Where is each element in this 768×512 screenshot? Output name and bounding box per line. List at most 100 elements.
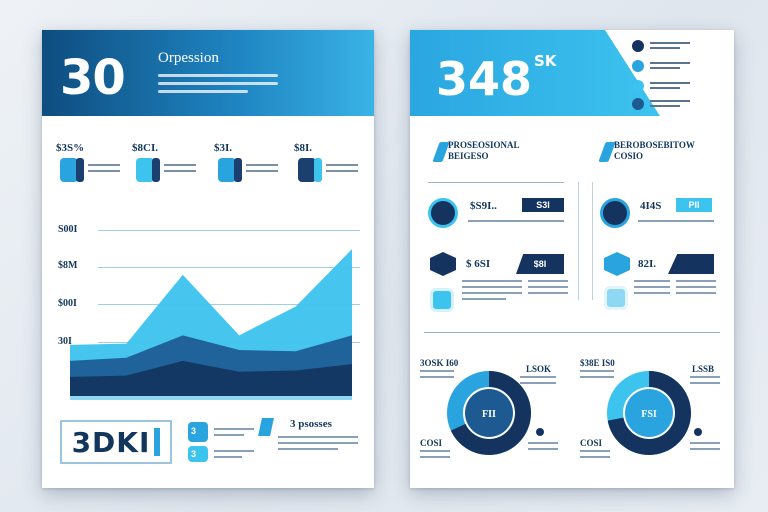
bottom-label: 3 psosses [290,418,332,430]
value-tag: PII [676,198,712,212]
value-tag: $8I [516,254,564,274]
stat-value: $3S% [56,142,85,154]
donut-text-lines [420,450,450,462]
document-icon [430,288,454,312]
right-report-page: 348 SK PROSEOSIONAL BEIGESO BEROBOSEBITOW C… [410,30,734,488]
donut-chart: FSI [607,371,691,455]
cube-icon [430,252,456,276]
y-axis-label: S00I [58,224,78,235]
row-value: 4I4S [640,200,662,212]
tile-icon [188,422,208,442]
bottom-number-text: 3DKI [71,425,151,459]
stat-text-lines [88,164,120,176]
row-value: $ 6SI [466,258,491,270]
tile-label: 3 [191,449,197,459]
donut-text-lines [580,370,614,382]
cube-icon [604,252,630,276]
legend-text [650,62,690,72]
row-text-lines [676,280,716,298]
legend-dot [632,60,644,72]
bottom-highlight-number: 3DKI [60,420,172,464]
tile-text-lines [214,450,254,462]
section-title-line: PROSEOSIONAL [448,140,520,150]
header-number-suffix: SK [534,52,557,70]
legend-item [632,80,722,94]
area-series-3 [70,360,352,396]
bookmark-icon [258,418,274,436]
row-text-lines [638,220,714,226]
donut-slice [607,371,691,455]
stat-text-lines [246,164,278,176]
section-title: PROSEOSIONAL BEIGESO [448,140,520,162]
shield-icon [428,198,458,228]
header-text-lines [158,74,278,98]
donut-title: $38E IS0 [580,358,615,368]
stat-value: $8I. [294,142,313,154]
tile-label: 3 [191,426,197,436]
document-icon [604,286,628,310]
section-title-line: BEIGESO [448,151,489,161]
bar-chart-icon [152,158,160,182]
bar-chart-icon [60,158,78,182]
grid-line [98,304,360,305]
stat-card: $8CI. [132,142,202,182]
section-title-line: COSIO [614,151,644,161]
row-value: 82I. [638,258,657,270]
donut-text-lines [528,442,558,454]
y-axis-label: $00I [58,298,77,309]
donut-text-lines [520,376,556,388]
donut-center [625,389,673,437]
grid-line [98,230,360,231]
y-axis-label: 30I [58,336,72,347]
chart-baseline [70,396,352,400]
donut-bottom-label: COSI [420,438,443,448]
bar-chart-icon [136,158,154,182]
donut-center-label: FSI [641,409,657,420]
stat-text-lines [326,164,358,176]
bottom-text-lines [278,436,358,454]
bar-chart-icon [298,158,316,182]
grid-line [98,267,360,268]
bar-chart-icon [76,158,84,182]
donut-center [465,389,513,437]
donut-center-label: FII [482,409,496,420]
stat-card: $8I. [294,142,364,182]
legend-item [632,40,722,54]
left-report-page: 30 Orpession $3S% $8CI. $3I. $8I. S00I $… [42,30,374,488]
stat-value: $8CI. [132,142,158,154]
shield-icon [600,198,630,228]
donut-chart: FII [447,371,531,455]
divider [424,332,720,333]
divider [592,182,593,300]
section-title: BEROBOSEBITOW COSIO [614,140,695,162]
legend-text [650,42,690,52]
marker-dot [536,428,544,436]
marker-dot [694,428,702,436]
stat-card: $3I. [214,142,284,182]
donut-side-label: LSOK [526,364,552,374]
legend-dot [632,40,644,52]
donut-text-lines [690,442,720,454]
stat-card: $3S% [56,142,126,182]
left-header-banner: 30 Orpession [42,30,374,116]
stat-text-lines [164,164,196,176]
bar-chart-icon [314,158,322,182]
left-header-title: Orpession [158,50,219,66]
divider [578,182,579,300]
legend-dot [632,98,644,110]
value-tag [668,254,714,274]
legend-item [632,60,722,74]
divider [428,182,564,183]
tile-icon [188,446,208,462]
donut-side-label: LSSB [692,364,715,374]
y-axis-label: $8M [58,260,78,271]
value-tag: S3I [522,198,564,212]
row-text-lines [634,280,670,298]
area-chart [70,249,352,400]
row-text-lines [462,280,522,304]
row-value: $S9I.. [470,200,497,212]
left-header-number: 30 [60,50,126,106]
accent-bar [154,428,161,456]
donut-text-lines [420,370,454,382]
row-text-lines [468,220,564,226]
